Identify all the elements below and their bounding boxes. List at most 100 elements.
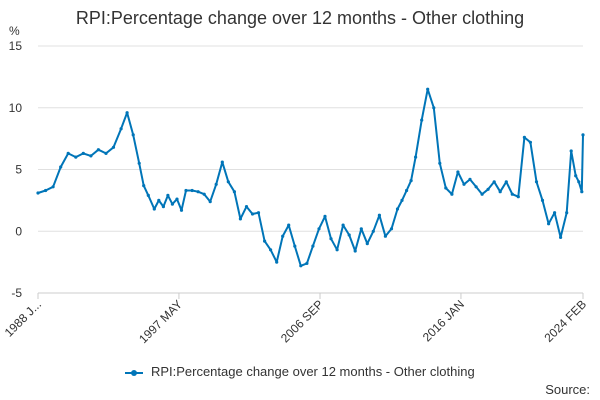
data-point-76[interactable] — [492, 180, 496, 184]
data-point-68[interactable] — [444, 186, 448, 190]
data-point-66[interactable] — [432, 106, 436, 110]
data-point-56[interactable] — [377, 213, 381, 217]
data-point-8[interactable] — [96, 148, 100, 152]
data-point-80[interactable] — [516, 195, 520, 199]
data-point-20[interactable] — [166, 193, 170, 197]
data-point-5[interactable] — [74, 155, 78, 159]
data-point-57[interactable] — [383, 234, 387, 238]
data-point-17[interactable] — [152, 207, 156, 211]
data-point-84[interactable] — [540, 198, 545, 202]
data-point-93[interactable] — [581, 133, 585, 137]
data-point-10[interactable] — [111, 145, 116, 149]
data-point-88[interactable] — [565, 211, 569, 215]
data-point-2[interactable] — [51, 185, 55, 189]
data-point-69[interactable] — [450, 192, 454, 196]
data-point-79[interactable] — [510, 192, 514, 196]
data-point-36[interactable] — [256, 211, 261, 215]
data-point-47[interactable] — [323, 214, 327, 218]
legend[interactable]: RPI:Percentage change over 12 months - O… — [0, 364, 600, 379]
data-point-9[interactable] — [104, 151, 108, 155]
data-point-51[interactable] — [347, 233, 351, 237]
data-point-27[interactable] — [202, 192, 206, 196]
data-point-82[interactable] — [528, 140, 533, 144]
data-point-87[interactable] — [559, 235, 563, 239]
data-point-43[interactable] — [299, 264, 303, 268]
data-point-42[interactable] — [293, 244, 297, 248]
data-point-53[interactable] — [359, 227, 363, 231]
data-point-25[interactable] — [190, 188, 194, 193]
data-point-45[interactable] — [311, 244, 315, 248]
data-point-41[interactable] — [287, 223, 291, 227]
data-point-6[interactable] — [81, 151, 85, 155]
data-point-3[interactable] — [59, 165, 63, 169]
data-point-23[interactable] — [179, 208, 184, 212]
data-point-13[interactable] — [131, 133, 135, 137]
data-point-14[interactable] — [137, 161, 141, 165]
data-point-85[interactable] — [547, 222, 551, 226]
data-point-89[interactable] — [569, 149, 573, 153]
data-point-22[interactable] — [175, 197, 179, 201]
data-point-12[interactable] — [125, 111, 129, 115]
data-point-4[interactable] — [66, 151, 70, 155]
data-point-65[interactable] — [426, 87, 430, 91]
data-point-24[interactable] — [184, 188, 188, 193]
data-point-11[interactable] — [119, 127, 123, 131]
data-point-33[interactable] — [238, 217, 242, 221]
data-point-62[interactable] — [409, 179, 413, 183]
data-point-40[interactable] — [281, 234, 285, 238]
data-point-75[interactable] — [486, 187, 490, 191]
data-point-67[interactable] — [438, 161, 442, 165]
data-point-30[interactable] — [220, 160, 224, 164]
data-point-37[interactable] — [263, 239, 267, 243]
data-point-49[interactable] — [335, 248, 339, 252]
data-point-16[interactable] — [146, 193, 150, 197]
data-point-64[interactable] — [420, 118, 424, 122]
data-point-34[interactable] — [244, 205, 249, 209]
data-point-90[interactable] — [574, 174, 578, 178]
data-point-0[interactable] — [36, 191, 40, 195]
data-point-44[interactable] — [305, 261, 309, 265]
data-point-1[interactable] — [44, 188, 48, 193]
data-point-91[interactable] — [577, 180, 581, 184]
data-point-28[interactable] — [208, 200, 212, 204]
data-point-32[interactable] — [232, 190, 236, 194]
data-point-70[interactable] — [456, 170, 460, 174]
data-point-74[interactable] — [480, 192, 484, 196]
data-point-35[interactable] — [250, 212, 255, 216]
data-point-63[interactable] — [414, 155, 418, 159]
data-point-26[interactable] — [196, 190, 200, 194]
data-point-54[interactable] — [365, 242, 369, 246]
x-tick-label-2: 2006 SEP — [278, 297, 326, 345]
data-point-86[interactable] — [553, 211, 557, 215]
data-point-81[interactable] — [522, 135, 527, 139]
y-axis-unit-label: % — [9, 24, 20, 38]
data-point-78[interactable] — [504, 180, 508, 184]
data-point-18[interactable] — [157, 198, 161, 202]
data-point-46[interactable] — [317, 227, 321, 231]
data-point-73[interactable] — [474, 185, 478, 189]
data-point-48[interactable] — [329, 237, 333, 241]
data-point-61[interactable] — [405, 188, 409, 193]
data-point-21[interactable] — [170, 202, 174, 206]
data-point-59[interactable] — [395, 207, 400, 211]
data-point-77[interactable] — [498, 190, 502, 194]
data-point-39[interactable] — [275, 260, 279, 264]
data-point-50[interactable] — [341, 223, 345, 227]
data-point-92[interactable] — [580, 190, 584, 194]
chart-title: RPI:Percentage change over 12 months - O… — [75, 8, 525, 28]
y-tick-label-4: 15 — [9, 39, 23, 53]
data-point-31[interactable] — [226, 180, 230, 184]
data-point-58[interactable] — [389, 227, 394, 231]
data-point-72[interactable] — [468, 177, 472, 181]
data-point-7[interactable] — [89, 154, 93, 158]
data-point-60[interactable] — [400, 198, 404, 202]
data-point-15[interactable] — [142, 184, 146, 188]
data-point-38[interactable] — [269, 248, 273, 252]
data-point-29[interactable] — [214, 182, 218, 186]
data-point-52[interactable] — [353, 249, 357, 253]
data-point-55[interactable] — [371, 229, 375, 233]
data-point-19[interactable] — [161, 205, 165, 209]
data-point-71[interactable] — [462, 182, 466, 186]
data-point-83[interactable] — [534, 180, 539, 184]
